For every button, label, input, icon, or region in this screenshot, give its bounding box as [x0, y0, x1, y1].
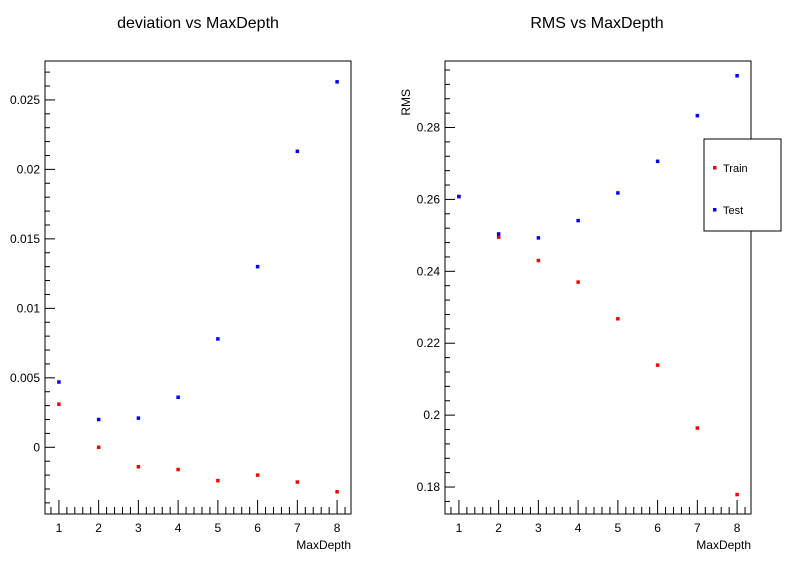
- x-tick-label: 1: [456, 521, 463, 535]
- x-tick-label: 4: [175, 521, 182, 535]
- y-tick-label: 0.02: [17, 162, 41, 176]
- legend-marker-train: [713, 166, 717, 170]
- test-point: [655, 159, 660, 164]
- y-tick-label: 0.005: [10, 371, 40, 385]
- x-tick-label: 5: [615, 521, 622, 535]
- train-point: [496, 235, 501, 239]
- x-axis-title: MaxDepth: [296, 538, 351, 552]
- y-tick-label: 0.2: [423, 408, 440, 422]
- y-tick-label: 0.01: [17, 301, 41, 315]
- test-point: [176, 395, 180, 400]
- chart-title: deviation vs MaxDepth: [117, 15, 279, 32]
- test-point: [295, 149, 300, 154]
- train-point: [295, 480, 300, 484]
- train-point: [176, 467, 180, 472]
- test-point: [616, 191, 620, 195]
- y-tick-label: 0.18: [417, 480, 441, 494]
- deviation-panel: deviation vs MaxDepth 0 0.005 0.01 0.015 0.02…: [10, 15, 352, 552]
- x-tick-label: 1: [56, 521, 63, 535]
- x-tick-label: 3: [135, 521, 142, 535]
- train-point: [695, 426, 700, 430]
- x-axis-title: MaxDepth: [696, 538, 751, 552]
- test-point: [695, 113, 700, 118]
- test-point: [335, 80, 339, 84]
- train-point: [255, 473, 260, 477]
- test-point: [735, 73, 739, 78]
- test-point: [96, 417, 101, 422]
- legend-label-train: Train: [723, 163, 748, 175]
- train-point: [735, 492, 739, 497]
- x-tick-label: 7: [694, 521, 701, 535]
- test-point: [57, 380, 61, 384]
- legend-label-test: Test: [723, 205, 743, 217]
- x-tick-label: 6: [654, 521, 661, 535]
- x-tick-label: 2: [95, 521, 102, 535]
- y-tick-label: 0.22: [417, 336, 441, 350]
- x-tick-label: 3: [535, 521, 542, 535]
- x-tick-label: 7: [294, 521, 301, 535]
- train-point: [655, 363, 660, 367]
- train-point: [576, 280, 580, 284]
- y-tick-label: 0.26: [417, 192, 441, 206]
- test-point: [576, 218, 580, 223]
- legend-box: [703, 138, 782, 232]
- x-tick-label: 4: [575, 521, 582, 535]
- x-tick-label: 6: [254, 521, 261, 535]
- test-point: [457, 194, 461, 199]
- train-point: [57, 402, 61, 406]
- test-point: [496, 232, 501, 236]
- test-point: [255, 264, 260, 269]
- rms-panel: RMS vs MaxDepth 0.18 0.2 0.22 0.24 0.26 0.28 1 2…: [399, 15, 782, 552]
- y-axis-title: RMS: [399, 89, 413, 116]
- plot-frame: [44, 60, 352, 515]
- x-tick-label: 8: [734, 521, 741, 535]
- test-point: [216, 337, 220, 341]
- y-tick-label: 0.025: [10, 93, 40, 107]
- y-tick-label: 0.015: [10, 232, 40, 246]
- train-point: [136, 465, 141, 469]
- plot-frame: [444, 60, 752, 515]
- y-tick-label: 0.24: [417, 264, 441, 278]
- test-point: [136, 416, 141, 420]
- legend-marker-test: [713, 208, 717, 212]
- x-tick-label: 5: [215, 521, 222, 535]
- train-point: [335, 490, 339, 494]
- x-tick-label: 2: [495, 521, 502, 535]
- train-point: [616, 317, 620, 321]
- test-point: [536, 236, 541, 240]
- y-tick-label: 0: [33, 440, 40, 454]
- train-point: [536, 258, 541, 263]
- chart-title: RMS vs MaxDepth: [530, 15, 663, 32]
- y-tick-label: 0.28: [417, 121, 441, 135]
- train-point: [216, 478, 220, 483]
- train-point: [96, 445, 101, 450]
- x-tick-label: 8: [334, 521, 341, 535]
